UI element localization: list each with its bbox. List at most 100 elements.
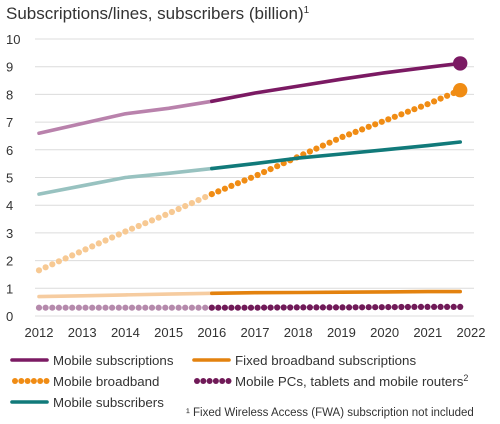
- series-mobile-broadband-forecast-dot: [378, 118, 385, 125]
- series-mobile-broadband-historical-dot: [35, 267, 43, 274]
- x-tick-label: 2012: [25, 325, 54, 340]
- series-mobile-broadband-forecast-dot: [385, 116, 392, 123]
- series-mobile-pcs-tablets-and-mobile-routers-forecast-dot: [450, 303, 457, 310]
- x-tick-label: 2015: [154, 325, 183, 340]
- y-tick-label: 3: [6, 226, 13, 241]
- legend-label: Mobile PCs, tablets and mobile routers2: [235, 373, 468, 389]
- series-mobile-pcs-tablets-and-mobile-routers-forecast-dot: [234, 304, 241, 311]
- series-mobile-broadband-historical-dot: [109, 234, 116, 241]
- legend-label-text: Mobile broadband: [53, 374, 159, 389]
- series-mobile-broadband-end-marker: [453, 83, 468, 98]
- legend-swatch-dot: [200, 378, 207, 384]
- series-mobile-pcs-tablets-and-mobile-routers-forecast-dot: [424, 303, 431, 310]
- series-mobile-pcs-tablets-and-mobile-routers-historical-dot: [128, 304, 136, 311]
- y-tick-label: 1: [6, 281, 13, 296]
- x-tick-label: 2017: [241, 325, 270, 340]
- series-mobile-pcs-tablets-and-mobile-routers-historical-dot: [82, 304, 89, 311]
- series-mobile-pcs-tablets-and-mobile-routers-forecast-dot: [417, 303, 425, 310]
- y-tick-label: 6: [6, 143, 13, 158]
- series-mobile-pcs-tablets-and-mobile-routers-forecast-dot: [274, 304, 281, 311]
- series-mobile-pcs-tablets-and-mobile-routers-historical-dot: [182, 304, 189, 311]
- series-mobile-broadband: [35, 83, 468, 274]
- series-mobile-pcs-tablets-and-mobile-routers-historical-dot: [122, 304, 129, 311]
- series-mobile-broadband-historical-dot: [162, 211, 169, 218]
- series-mobile-pcs-tablets-and-mobile-routers-forecast-dot: [280, 304, 287, 311]
- series-mobile-broadband-forecast-dot: [319, 142, 326, 149]
- x-tick-label: 2014: [111, 325, 140, 340]
- series-mobile-pcs-tablets-and-mobile-routers-forecast-dot: [287, 304, 294, 311]
- legend-item-mobile-subscriptions: Mobile subscriptions: [10, 353, 174, 368]
- series-mobile-broadband-forecast-dot: [398, 111, 405, 118]
- series-mobile-pcs-tablets-and-mobile-routers-historical-dot: [42, 304, 49, 311]
- series-mobile-pcs-tablets-and-mobile-routers-forecast-dot: [208, 304, 215, 311]
- legend-swatch-dot: [219, 378, 226, 384]
- series-mobile-pcs-tablets-and-mobile-routers-forecast-dot: [221, 304, 228, 311]
- series-mobile-broadband-historical-dot: [168, 208, 175, 216]
- series-mobile-broadband-forecast-dot: [365, 123, 372, 130]
- series-mobile-pcs-tablets-and-mobile-routers-forecast-dot: [267, 304, 274, 311]
- series-mobile-broadband-historical-dot: [202, 194, 209, 201]
- series-mobile-pcs-tablets-and-mobile-routers-forecast-dot: [313, 304, 320, 311]
- series-mobile-pcs-tablets-and-mobile-routers-forecast-dot: [339, 304, 346, 311]
- series-mobile-broadband-forecast-dot: [404, 108, 411, 115]
- y-tick-label: 2: [6, 254, 13, 269]
- series-mobile-pcs-tablets-and-mobile-routers-forecast-dot: [293, 304, 300, 311]
- series-mobile-broadband-forecast-dot: [241, 177, 248, 184]
- series-mobile-broadband-historical-dot: [49, 261, 56, 268]
- series-mobile-broadband-historical-dot: [95, 240, 102, 247]
- x-tick-label: 2018: [284, 325, 313, 340]
- series-mobile-pcs-tablets-and-mobile-routers-forecast-dot: [247, 304, 255, 311]
- series-mobile-pcs-tablets-and-mobile-routers-forecast-dot: [319, 304, 326, 311]
- y-tick-label: 4: [6, 198, 13, 213]
- series-mobile-broadband-historical-dot: [135, 222, 142, 230]
- x-tick-label: 2022: [457, 325, 486, 340]
- series-mobile-pcs-tablets-and-mobile-routers-forecast-dot: [404, 303, 411, 311]
- series-mobile-subscriptions-forecast-line: [210, 61, 462, 104]
- series-mobile-broadband-forecast-dot: [326, 139, 333, 146]
- series-mobile-broadband-forecast-dot: [306, 148, 313, 155]
- series-mobile-pcs-tablets-and-mobile-routers-forecast-dot: [431, 303, 438, 310]
- series-mobile-broadband-forecast-dot: [261, 168, 268, 176]
- series-mobile-pcs-tablets-and-mobile-routers-forecast-dot: [444, 303, 451, 310]
- series-mobile-pcs-tablets-and-mobile-routers-historical-dot: [62, 304, 69, 311]
- series-mobile-pcs-tablets-and-mobile-routers-forecast-dot: [359, 304, 366, 311]
- series-mobile-broadband-forecast-dot: [391, 113, 398, 120]
- series-mobile-pcs-tablets-and-mobile-routers-historical-dot: [55, 304, 63, 311]
- series-mobile-broadband-historical-dot: [155, 214, 162, 221]
- series-mobile-broadband-forecast-dot: [313, 145, 320, 152]
- series-mobile-subscriptions-end-marker: [453, 56, 468, 71]
- series-mobile-broadband-historical-dot: [55, 258, 63, 265]
- legend-label-text: Fixed broadband subscriptions: [235, 353, 416, 368]
- series-mobile-pcs-tablets-and-mobile-routers-forecast-dot: [332, 304, 340, 311]
- series-mobile-broadband-historical-dot: [142, 220, 149, 227]
- series-mobile-broadband-historical-dot: [115, 231, 122, 238]
- series-mobile-subscribers-historical-line: [37, 166, 214, 196]
- series-mobile-pcs-tablets-and-mobile-routers-historical-dot: [49, 304, 56, 311]
- series-mobile-pcs-tablets-and-mobile-routers-forecast-dot: [241, 304, 248, 311]
- series-mobile-pcs-tablets-and-mobile-routers-historical-dot: [109, 304, 116, 311]
- series-mobile-pcs-tablets-and-mobile-routers-forecast-dot: [411, 303, 418, 310]
- series-mobile-broadband-forecast-dot: [372, 121, 379, 128]
- series-mobile-pcs-tablets-and-mobile-routers-historical-dot: [89, 304, 96, 311]
- series-mobile-broadband-historical-dot: [128, 225, 136, 232]
- y-tick-label: 5: [6, 171, 13, 186]
- series-mobile-pcs-tablets-and-mobile-routers-forecast-dot: [398, 303, 405, 311]
- legend-swatch-dot: [18, 378, 25, 384]
- series-mobile-broadband-forecast-dot: [221, 185, 228, 192]
- series-mobile-pcs-tablets-and-mobile-routers-forecast-dot: [254, 304, 261, 311]
- series-mobile-broadband-historical-dot: [62, 255, 69, 262]
- chart-title: Subscriptions/lines, subscribers (billio…: [6, 4, 310, 23]
- y-axis-tick-labels: 0 1 2 3 4 5 6 7 8 9 10: [6, 32, 20, 324]
- series-mobile-broadband-historical-dot: [42, 264, 49, 271]
- series-mobile-pcs-tablets-and-mobile-routers-historical-dot: [135, 304, 142, 311]
- series-mobile-broadband-historical-dot: [75, 249, 82, 256]
- series-mobile-pcs-tablets-and-mobile-routers-historical-dot: [168, 304, 175, 311]
- series-mobile-pcs-tablets-and-mobile-routers-forecast-dot: [457, 303, 464, 310]
- series-mobile-broadband-forecast-dot: [411, 106, 418, 113]
- series-mobile-pcs-tablets-and-mobile-routers-forecast-dot: [346, 304, 353, 311]
- series-mobile-pcs-tablets-and-mobile-routers-historical-dot: [102, 304, 109, 311]
- legend-swatch-dot: [212, 378, 219, 384]
- legend-swatch-dot: [43, 378, 50, 384]
- legend-swatch-dot: [30, 378, 37, 384]
